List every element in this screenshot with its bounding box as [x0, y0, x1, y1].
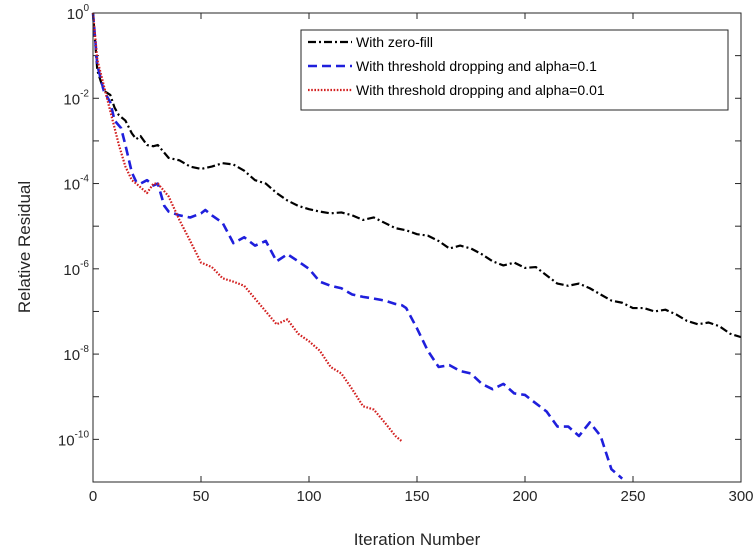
series-line-1 — [91, 12, 742, 339]
x-tick-label: 150 — [404, 488, 429, 505]
y-tick-exponent: -2 — [80, 88, 89, 99]
x-tick-label: 0 — [89, 488, 97, 505]
y-tick-label: 100 — [67, 3, 90, 23]
y-tick-label: 10-10 — [58, 429, 90, 449]
y-tick-exponent: -6 — [80, 259, 89, 270]
y-tick-base: 10 — [63, 262, 80, 279]
x-tick-label: 200 — [512, 488, 537, 505]
x-tick-label: 250 — [620, 488, 645, 505]
x-axis-ticks: 0 50 100 150 200 250 300 — [89, 13, 753, 505]
y-tick-exponent: -8 — [80, 344, 89, 355]
legend-box — [300, 29, 729, 111]
series-line-2 — [91, 12, 624, 480]
y-tick-label: 10-8 — [63, 344, 89, 364]
y-axis-title: Relative Residual — [15, 181, 34, 313]
y-tick-exponent: -4 — [80, 174, 89, 185]
y-tick-base: 10 — [63, 91, 80, 108]
y-tick-exponent: 0 — [83, 3, 89, 14]
legend: With zero-fill With threshold dropping an… — [300, 29, 729, 111]
x-tick-label: 100 — [296, 488, 321, 505]
x-axis-title: Iteration Number — [354, 530, 481, 549]
legend-label-2: With threshold dropping and alpha=0.1 — [356, 58, 597, 74]
y-tick-base: 10 — [63, 177, 80, 194]
y-tick-label: 10-4 — [63, 174, 89, 194]
x-tick-label: 300 — [728, 488, 753, 505]
series-layer — [91, 12, 742, 480]
y-tick-base: 10 — [67, 6, 84, 23]
y-tick-label: 10-2 — [63, 88, 89, 108]
x-tick-label: 50 — [193, 488, 210, 505]
y-tick-exponent: -10 — [75, 429, 90, 440]
y-tick-base: 10 — [58, 432, 75, 449]
legend-label-1: With zero-fill — [356, 34, 433, 50]
plot-frame — [92, 12, 742, 483]
y-tick-base: 10 — [63, 347, 80, 364]
y-tick-label: 10-6 — [63, 259, 89, 279]
legend-label-3: With threshold dropping and alpha=0.01 — [356, 82, 605, 98]
